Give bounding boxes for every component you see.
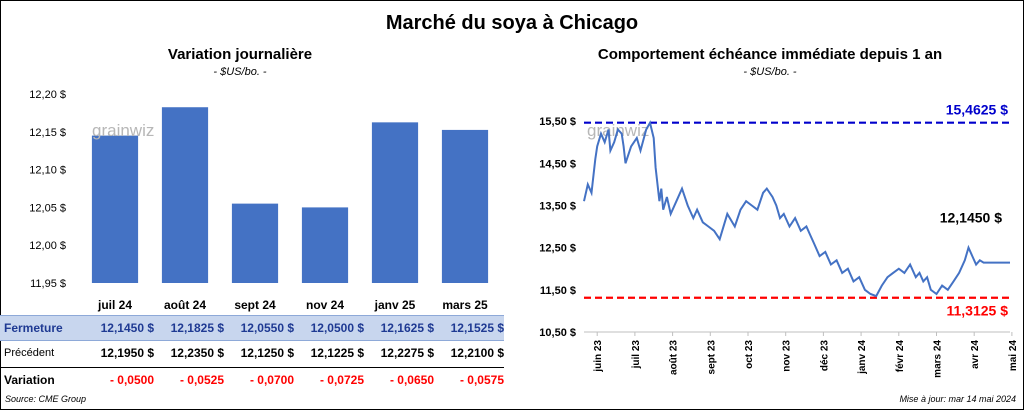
close-value: 12,0550 $ (240, 321, 294, 335)
right-chart-title: Comportement échéance immédiate depuis 1… (597, 46, 943, 63)
left-chart-title: Variation journalière (167, 46, 313, 63)
watermark-left: grainwiz (92, 121, 154, 140)
line-x-tick-label: juil 23 (631, 340, 642, 370)
previous-value: 12,1950 $ (100, 346, 154, 360)
line-x-tick-label: août 23 (669, 340, 680, 375)
line-x-tick-label: oct 23 (744, 340, 755, 369)
right-chart-unit: - $US/bo. - (743, 66, 797, 78)
row-label-variation: Variation (4, 373, 55, 387)
bar-y-tick-label: 12,05 $ (29, 202, 66, 214)
previous-value: 12,2100 $ (450, 346, 504, 360)
variation-value: - 0,0725 (319, 373, 364, 387)
line-x-tick-label: avr 24 (970, 340, 981, 369)
bar (231, 203, 279, 283)
line-y-tick-label: 13,50 $ (539, 200, 576, 212)
left-chart-unit: - $US/bo. - (213, 66, 267, 78)
bar-x-tick-label: août 24 (164, 298, 206, 312)
last-value-label: 12,1450 $ (940, 210, 1002, 226)
line-x-tick-label: déc 23 (819, 340, 830, 372)
high-value-label: 15,4625 $ (946, 102, 1008, 118)
close-value: 12,1525 $ (450, 321, 504, 335)
bar (301, 207, 349, 283)
line-x-tick-label: févr 24 (895, 340, 906, 373)
close-value: 12,1825 $ (170, 321, 224, 335)
close-value: 12,1450 $ (100, 321, 154, 335)
previous-value: 12,1250 $ (240, 346, 294, 360)
bar-y-tick-label: 11,95 $ (30, 278, 66, 290)
line-y-tick-label: 10,50 $ (539, 327, 576, 339)
bar-x-tick-label: juil 24 (97, 298, 132, 312)
variation-value: - 0,0525 (179, 373, 224, 387)
variation-value: - 0,0700 (249, 373, 294, 387)
bar-x-tick-label: nov 24 (306, 298, 344, 312)
line-x-tick-label: sept 23 (706, 340, 717, 375)
close-value: 12,1625 $ (380, 321, 434, 335)
table-row-close: Fermeture 12,1450 $ 12,1825 $ 12,0550 $ 12,… (0, 315, 504, 341)
bar-x-tick-label: mars 25 (442, 298, 488, 312)
low-value-label: 11,3125 $ (946, 303, 1008, 319)
table-row-previous: Précédent 12,1950 $ 12,2350 $ 12,1250 $ 12,… (0, 341, 504, 365)
page-title: Marché du soya à Chicago (385, 12, 639, 34)
line-x-tick-label: nov 23 (782, 340, 793, 372)
variation-value: - 0,0650 (389, 373, 434, 387)
close-value: 12,0500 $ (310, 321, 364, 335)
variation-value: - 0,0500 (109, 373, 154, 387)
bar-x-tick-label: sept 24 (234, 298, 276, 312)
line-x-tick-label: mai 24 (1008, 340, 1019, 372)
line-x-tick-label: juin 23 (593, 340, 604, 373)
bar-y-tick-label: 12,20 $ (29, 89, 66, 101)
bar (371, 122, 419, 283)
line-y-tick-label: 12,50 $ (539, 243, 576, 255)
bar (441, 129, 489, 283)
price-line (583, 120, 1010, 298)
previous-value: 12,2275 $ (380, 346, 434, 360)
previous-value: 12,1225 $ (310, 346, 364, 360)
update-note: Mise à jour: mar 14 mai 2024 (899, 394, 1016, 404)
bar (161, 107, 209, 283)
table-row-variation: Variation - 0,0500 - 0,0525 - 0,0700 - 0,07… (0, 367, 504, 392)
bar (91, 135, 139, 283)
line-y-tick-label: 11,50 $ (540, 285, 576, 297)
bar-y-tick-label: 12,10 $ (29, 165, 66, 177)
line-x-tick-label: janv 24 (857, 340, 868, 375)
bar-y-tick-label: 12,00 $ (29, 240, 66, 252)
source-note: Source: CME Group (5, 394, 87, 404)
variation-value: - 0,0575 (459, 373, 504, 387)
row-label-previous: Précédent (4, 347, 55, 359)
row-label-close: Fermeture (4, 321, 63, 335)
line-y-tick-label: 15,50 $ (539, 116, 576, 128)
line-x-tick-label: mars 24 (932, 340, 943, 378)
bar-y-tick-label: 12,15 $ (29, 127, 66, 139)
bar-x-tick-label: janv 25 (374, 298, 416, 312)
previous-value: 12,2350 $ (170, 346, 224, 360)
line-y-tick-label: 14,50 $ (539, 158, 576, 170)
